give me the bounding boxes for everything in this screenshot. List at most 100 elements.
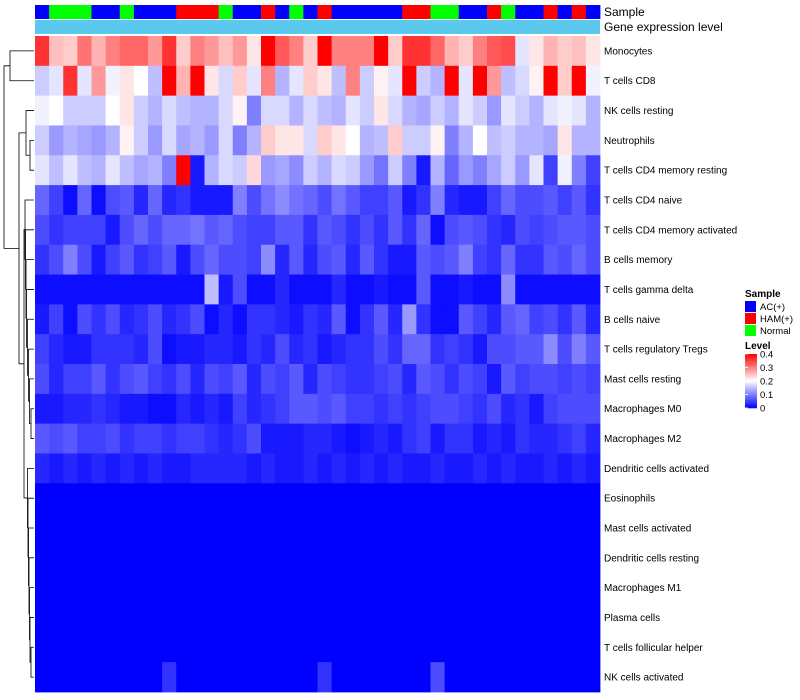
heatmap-cell bbox=[105, 214, 121, 246]
heatmap-cell bbox=[303, 602, 318, 633]
heatmap-cell bbox=[275, 364, 290, 395]
colorbar-segment bbox=[745, 358, 757, 360]
heatmap-cell bbox=[557, 632, 573, 663]
heatmap-cell bbox=[529, 393, 544, 425]
row-label: T cells CD4 memory activated bbox=[604, 225, 737, 236]
heatmap-cell bbox=[458, 662, 474, 693]
heatmap-cell bbox=[430, 393, 446, 425]
heatmap-cell bbox=[374, 334, 389, 365]
heatmap-cell bbox=[557, 542, 573, 574]
sample-annotation-cell bbox=[303, 5, 318, 19]
heatmap-cell bbox=[204, 304, 220, 335]
heatmap-cell bbox=[49, 244, 64, 275]
heatmap-cell bbox=[487, 632, 502, 663]
heatmap-cell bbox=[585, 304, 601, 335]
sample-annotation-cell bbox=[133, 5, 149, 19]
heatmap-cell bbox=[289, 185, 304, 216]
heatmap-cell bbox=[162, 542, 177, 574]
heatmap-cell bbox=[345, 274, 361, 305]
heatmap-cell bbox=[91, 602, 107, 633]
heatmap-cell bbox=[303, 185, 318, 216]
heatmap-cell bbox=[458, 513, 474, 544]
heatmap-cell bbox=[77, 125, 92, 156]
heatmap-cell bbox=[430, 185, 446, 216]
sample-annotation-cell bbox=[190, 5, 205, 19]
heatmap-cell bbox=[35, 244, 50, 275]
sample-annotation-cell bbox=[77, 5, 92, 19]
heatmap-cell bbox=[430, 95, 446, 126]
row-label: B cells naive bbox=[604, 315, 661, 326]
heatmap-cell bbox=[402, 632, 417, 663]
heatmap-cell bbox=[430, 214, 446, 246]
heatmap-cell bbox=[49, 632, 64, 663]
heatmap-cell bbox=[190, 602, 205, 633]
heatmap-cell bbox=[204, 274, 220, 305]
heatmap-cell bbox=[515, 334, 530, 365]
heatmap-cell bbox=[148, 364, 163, 395]
heatmap-cell bbox=[261, 393, 276, 425]
heatmap-cell bbox=[430, 65, 446, 97]
heatmap-cell bbox=[275, 244, 290, 275]
heatmap-cell bbox=[557, 274, 573, 305]
heatmap-cell bbox=[105, 423, 121, 454]
heatmap-cell bbox=[63, 95, 78, 126]
heatmap-cell bbox=[557, 602, 573, 633]
heatmap-cell bbox=[543, 334, 559, 365]
heatmap-cell bbox=[331, 483, 347, 514]
heatmap-cell bbox=[77, 334, 92, 365]
heatmap-cell bbox=[190, 65, 205, 97]
heatmap-cell bbox=[359, 214, 375, 246]
heatmap-cell bbox=[275, 662, 290, 693]
sample-annotation-bar bbox=[35, 5, 601, 19]
colorbar-segment bbox=[745, 406, 757, 409]
heatmap-cell bbox=[148, 125, 163, 156]
heatmap-cell bbox=[148, 393, 163, 425]
heatmap-cell bbox=[77, 214, 92, 246]
dendrogram-branch bbox=[30, 646, 34, 678]
heatmap-cell bbox=[345, 95, 361, 126]
heatmap-cell bbox=[529, 334, 544, 365]
heatmap-cell bbox=[585, 453, 601, 484]
row-label: T cells CD4 naive bbox=[604, 196, 683, 207]
heatmap-cell bbox=[374, 125, 389, 156]
heatmap-cell bbox=[289, 65, 304, 97]
heatmap-cell bbox=[529, 632, 544, 663]
row-label: Mast cells activated bbox=[604, 524, 691, 535]
heatmap-cell bbox=[359, 483, 375, 514]
colorbar-segment bbox=[745, 382, 757, 384]
heatmap-cell bbox=[529, 542, 544, 574]
heatmap-cell bbox=[529, 483, 544, 514]
heatmap-cell bbox=[374, 155, 389, 186]
heatmap-cell bbox=[374, 483, 389, 514]
heatmap-cell bbox=[529, 453, 544, 484]
heatmap-cell bbox=[204, 334, 220, 365]
heatmap-cell bbox=[303, 214, 318, 246]
heatmap-cell bbox=[571, 542, 587, 574]
heatmap-cell bbox=[472, 662, 488, 693]
heatmap-cell bbox=[571, 214, 587, 246]
heatmap-cell bbox=[317, 542, 333, 574]
heatmap-cell bbox=[585, 95, 601, 126]
heatmap-cell bbox=[402, 95, 417, 126]
sample-annotation-cell bbox=[529, 5, 544, 19]
heatmap-cell bbox=[388, 244, 403, 275]
heatmap-cell bbox=[345, 364, 361, 395]
heatmap-cell bbox=[557, 662, 573, 693]
heatmap-cell bbox=[148, 36, 163, 67]
heatmap-cell bbox=[275, 542, 290, 574]
row-label: Monocytes bbox=[604, 46, 652, 57]
heatmap-cell bbox=[63, 423, 78, 454]
colorbar-segment bbox=[745, 385, 757, 387]
heatmap-cell bbox=[275, 334, 290, 365]
heatmap-cell bbox=[585, 214, 601, 246]
heatmap-cell bbox=[444, 244, 460, 275]
sample-annotation-cell bbox=[515, 5, 530, 19]
heatmap-cell bbox=[557, 513, 573, 544]
heatmap-cell bbox=[35, 483, 50, 514]
legend-swatch bbox=[745, 301, 756, 312]
heatmap-cell bbox=[133, 185, 149, 216]
heatmap-cell bbox=[458, 632, 474, 663]
heatmap-cell bbox=[105, 513, 121, 544]
heatmap-cell bbox=[218, 125, 234, 156]
heatmap-cell bbox=[430, 542, 446, 574]
